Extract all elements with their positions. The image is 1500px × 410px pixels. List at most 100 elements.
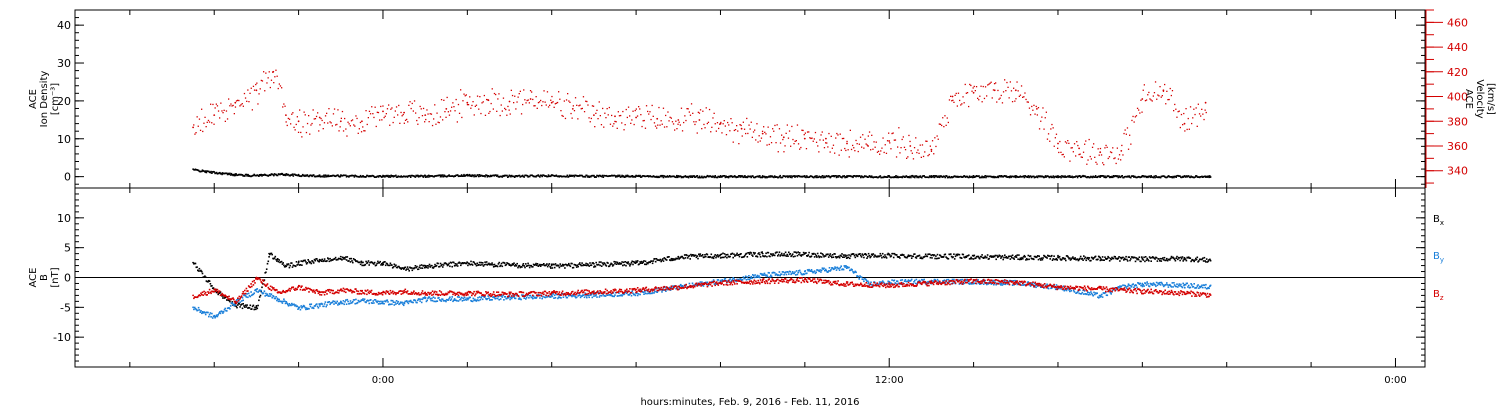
data-point bbox=[1094, 176, 1096, 178]
data-point bbox=[283, 300, 286, 302]
data-point bbox=[934, 137, 936, 139]
data-point bbox=[625, 264, 627, 267]
data-point bbox=[1166, 90, 1168, 92]
data-point bbox=[492, 266, 495, 268]
data-point bbox=[322, 305, 324, 308]
data-point bbox=[857, 150, 859, 153]
data-point bbox=[1129, 259, 1131, 262]
data-point bbox=[643, 119, 645, 122]
data-point bbox=[291, 302, 293, 305]
data-point bbox=[360, 260, 363, 263]
data-point bbox=[1148, 260, 1150, 262]
data-point bbox=[1080, 156, 1082, 158]
data-point bbox=[1137, 257, 1139, 260]
data-point bbox=[514, 95, 516, 97]
data-point bbox=[571, 262, 573, 265]
data-point bbox=[310, 303, 313, 305]
data-point bbox=[326, 260, 328, 262]
data-point bbox=[973, 282, 976, 285]
data-point bbox=[228, 173, 230, 176]
data-point bbox=[813, 271, 815, 273]
data-point bbox=[222, 310, 225, 313]
data-point bbox=[207, 311, 209, 314]
data-point bbox=[233, 173, 235, 176]
data-point bbox=[509, 298, 511, 301]
data-point bbox=[809, 137, 811, 139]
data-point bbox=[696, 132, 698, 134]
data-point bbox=[579, 294, 581, 297]
data-point bbox=[1144, 256, 1147, 258]
data-point bbox=[291, 266, 294, 268]
data-point bbox=[725, 254, 727, 256]
data-point bbox=[523, 297, 525, 299]
data-point bbox=[414, 299, 417, 302]
data-point bbox=[304, 259, 306, 262]
data-point bbox=[1084, 143, 1086, 145]
data-point bbox=[1031, 282, 1033, 285]
data-point bbox=[935, 255, 937, 257]
data-point bbox=[769, 136, 772, 138]
data-point bbox=[596, 109, 598, 111]
data-point bbox=[1139, 112, 1141, 114]
data-point bbox=[467, 297, 470, 300]
data-point bbox=[627, 261, 630, 263]
data-point bbox=[238, 303, 241, 305]
data-point bbox=[298, 306, 301, 309]
data-point bbox=[365, 301, 367, 304]
data-point bbox=[983, 281, 986, 283]
data-point bbox=[1055, 176, 1058, 178]
data-point bbox=[458, 296, 461, 298]
data-point bbox=[297, 308, 299, 310]
data-point bbox=[299, 308, 302, 311]
data-point bbox=[1000, 284, 1002, 286]
data-point bbox=[268, 256, 270, 258]
data-point bbox=[350, 257, 352, 260]
data-point bbox=[284, 302, 287, 305]
data-point bbox=[528, 175, 530, 178]
data-point bbox=[843, 137, 845, 140]
data-point bbox=[313, 118, 315, 120]
data-point bbox=[629, 265, 631, 267]
data-point bbox=[407, 268, 410, 270]
data-point bbox=[376, 111, 378, 113]
data-point bbox=[1018, 95, 1020, 97]
data-point bbox=[701, 128, 703, 130]
data-point bbox=[384, 300, 387, 303]
data-point bbox=[929, 175, 932, 178]
data-point bbox=[1115, 175, 1117, 177]
data-point bbox=[588, 296, 590, 299]
data-point bbox=[842, 256, 844, 258]
data-point bbox=[761, 251, 763, 253]
data-point bbox=[986, 256, 988, 259]
data-point bbox=[427, 267, 429, 269]
data-point bbox=[515, 265, 518, 267]
data-point bbox=[1036, 255, 1039, 257]
data-point bbox=[653, 292, 655, 294]
data-point bbox=[749, 128, 751, 130]
data-point bbox=[770, 275, 773, 278]
data-point bbox=[276, 260, 278, 262]
data-point bbox=[1072, 256, 1074, 258]
data-point bbox=[1099, 176, 1102, 178]
data-point bbox=[745, 132, 747, 135]
data-point bbox=[837, 134, 839, 136]
data-point bbox=[782, 271, 785, 273]
data-point bbox=[273, 174, 275, 177]
data-point bbox=[219, 311, 221, 313]
data-point bbox=[211, 122, 213, 124]
data-point bbox=[790, 273, 792, 276]
data-point bbox=[1195, 258, 1198, 261]
data-point bbox=[915, 137, 917, 139]
data-point bbox=[658, 106, 660, 109]
data-point bbox=[531, 91, 533, 93]
data-point bbox=[241, 103, 243, 105]
data-point bbox=[1011, 284, 1014, 286]
data-point bbox=[1024, 256, 1026, 258]
data-point bbox=[903, 254, 905, 256]
data-point bbox=[741, 135, 743, 137]
data-point bbox=[909, 140, 911, 143]
data-point bbox=[244, 175, 246, 177]
data-point bbox=[625, 108, 627, 111]
data-point bbox=[1064, 141, 1067, 143]
data-point bbox=[409, 299, 412, 302]
